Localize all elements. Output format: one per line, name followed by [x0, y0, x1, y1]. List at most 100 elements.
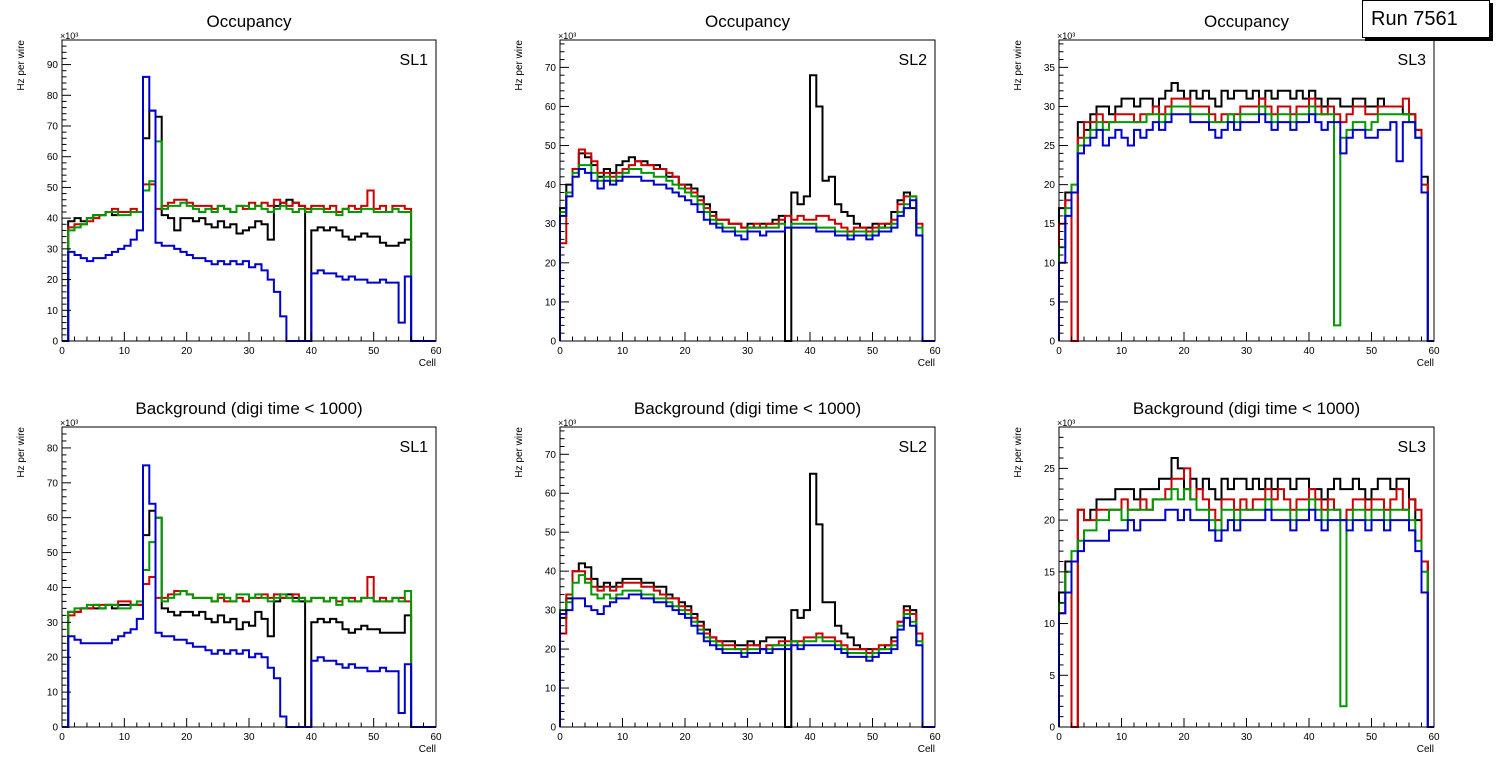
series-blue — [1058, 508, 1434, 728]
x-tick-label: 50 — [867, 346, 879, 357]
y-tick-label: 5 — [1049, 297, 1055, 308]
x-tick-label: 30 — [742, 732, 754, 743]
run-label-box: Run 7561 — [1362, 0, 1490, 38]
y-tick-label: 40 — [545, 180, 557, 191]
x-tick-label: 10 — [617, 732, 629, 743]
y-tick-label: 20 — [545, 645, 557, 656]
y-exponent-label: ×10³ — [60, 31, 78, 41]
superlayer-label: SL2 — [899, 52, 928, 69]
y-tick-label: 25 — [1044, 464, 1056, 475]
run-label: Run 7561 — [1371, 8, 1458, 30]
x-tick-label: 0 — [1056, 732, 1062, 743]
chart-title: Occupancy — [206, 12, 292, 31]
x-tick-label: 30 — [243, 346, 255, 357]
series-black — [559, 74, 935, 342]
y-tick-label: 70 — [47, 122, 59, 133]
y-tick-label: 90 — [47, 60, 59, 71]
chart-title: Background (digi time < 1000) — [634, 399, 861, 418]
x-axis-label: Cell — [918, 358, 935, 369]
y-tick-label: 40 — [545, 567, 557, 578]
series-red — [1058, 97, 1434, 342]
x-tick-label: 0 — [557, 346, 563, 357]
superlayer-label: SL3 — [1398, 439, 1427, 456]
y-tick-label: 25 — [1044, 141, 1056, 152]
y-axis-label: Hz per wire — [16, 427, 27, 478]
superlayer-label: SL3 — [1398, 52, 1427, 69]
chart-title: Background (digi time < 1000) — [135, 399, 362, 418]
x-tick-label: 50 — [1366, 346, 1378, 357]
y-tick-label: 50 — [545, 141, 557, 152]
y-tick-label: 20 — [47, 653, 59, 664]
x-tick-label: 20 — [679, 346, 691, 357]
series-red — [1058, 467, 1434, 728]
y-tick-label: 70 — [47, 478, 59, 489]
y-tick-label: 10 — [47, 306, 59, 317]
x-tick-label: 40 — [306, 346, 318, 357]
superlayer-label: SL2 — [899, 439, 928, 456]
series-black — [62, 109, 436, 342]
series-green — [62, 516, 436, 728]
x-tick-label: 60 — [430, 732, 442, 743]
y-axis-label: Hz per wire — [1013, 427, 1024, 478]
y-tick-label: 20 — [47, 275, 59, 286]
series-black — [1058, 457, 1434, 728]
x-tick-label: 40 — [804, 346, 816, 357]
chart-title: Background (digi time < 1000) — [1133, 399, 1360, 418]
y-exponent-label: ×10³ — [1057, 418, 1075, 428]
y-tick-label: 10 — [545, 297, 557, 308]
series-blue — [62, 75, 436, 342]
y-tick-label: 20 — [1044, 180, 1056, 191]
x-tick-label: 10 — [1116, 346, 1128, 357]
y-tick-label: 10 — [545, 684, 557, 695]
x-tick-label: 40 — [804, 732, 816, 743]
superlayer-label: SL1 — [400, 439, 429, 456]
plot-frame — [61, 426, 437, 728]
y-tick-label: 60 — [545, 102, 557, 113]
x-tick-label: 30 — [1241, 732, 1253, 743]
y-tick-label: 30 — [545, 219, 557, 230]
y-tick-label: 30 — [47, 244, 59, 255]
y-exponent-label: ×10³ — [558, 31, 576, 41]
y-tick-label: 60 — [47, 152, 59, 163]
y-axis-label: Hz per wire — [514, 40, 525, 91]
x-axis-label: Cell — [419, 358, 436, 369]
y-tick-label: 0 — [550, 337, 556, 348]
x-tick-label: 0 — [59, 732, 65, 743]
y-tick-label: 40 — [47, 583, 59, 594]
y-tick-label: 80 — [47, 443, 59, 454]
y-tick-label: 70 — [545, 63, 557, 74]
chart-panel-3: Occupancy 0 10 20 30 40 50 60 0 5 10 15 20 25 30 35 ×10³… — [1013, 12, 1440, 369]
x-tick-label: 60 — [929, 732, 941, 743]
y-exponent-label: ×10³ — [1057, 31, 1075, 41]
x-tick-label: 20 — [181, 732, 193, 743]
x-tick-label: 0 — [1056, 346, 1062, 357]
plot-frame — [1058, 426, 1435, 728]
y-tick-label: 60 — [545, 489, 557, 500]
x-tick-label: 60 — [430, 346, 442, 357]
x-tick-label: 20 — [181, 346, 193, 357]
x-tick-label: 40 — [1303, 346, 1315, 357]
y-tick-label: 0 — [52, 723, 58, 734]
x-tick-label: 40 — [306, 732, 318, 743]
x-axis-label: Cell — [918, 744, 935, 755]
y-tick-label: 35 — [1044, 63, 1056, 74]
series-blue — [1058, 113, 1434, 342]
y-exponent-label: ×10³ — [558, 418, 576, 428]
series-green — [1058, 105, 1434, 342]
y-tick-label: 20 — [545, 258, 557, 269]
series-black — [1058, 82, 1434, 342]
y-tick-label: 50 — [545, 528, 557, 539]
x-tick-label: 10 — [1116, 732, 1128, 743]
chart-panel-6: Background (digi time < 1000)0 10 20 30 40 50… — [1013, 399, 1440, 755]
x-tick-label: 60 — [929, 346, 941, 357]
x-tick-label: 50 — [368, 346, 380, 357]
x-tick-label: 10 — [119, 346, 131, 357]
x-tick-label: 50 — [867, 732, 879, 743]
superlayer-label: SL1 — [400, 52, 429, 69]
y-tick-label: 10 — [1044, 258, 1056, 269]
y-tick-label: 60 — [47, 513, 59, 524]
y-tick-label: 70 — [545, 450, 557, 461]
plot-frame — [61, 39, 437, 342]
y-axis-label: Hz per wire — [514, 427, 525, 478]
chart-panel-1: Occupancy 0 10 20 30 40 50 60 0 10 20 30 40 50 60 70 80 9… — [16, 12, 442, 369]
